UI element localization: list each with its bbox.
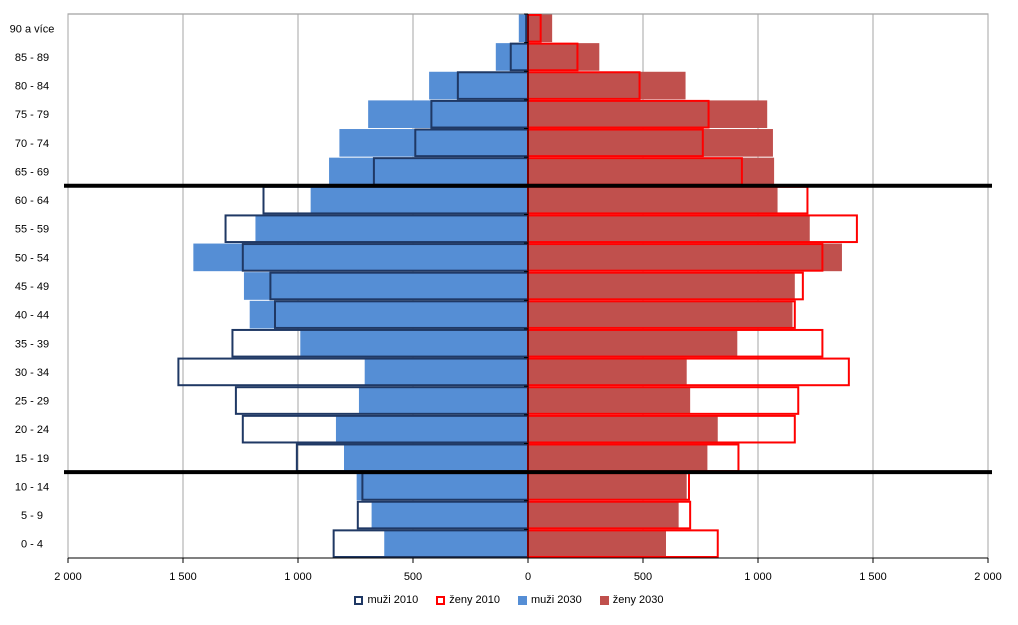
bar-ženy-2030 [528,71,686,100]
bars-2030 [193,14,842,558]
bar-ženy-2030 [528,100,768,129]
legend-swatch-men-2010 [354,595,364,605]
bar-muži-2030 [255,214,528,243]
bar-muži-2030 [339,129,528,157]
bar-muži-2030 [310,186,528,214]
bar-muži-2030 [495,43,528,71]
legend-item-women-2030: ženy 2030 [599,594,664,606]
legend: muži 2010 ženy 2010 muži 2030 ženy 2030 [0,594,1018,606]
bar-muži-2030 [518,14,528,43]
x-tick-label: 1 000 [744,571,772,583]
bar-muži-2030 [193,243,528,272]
y-category-label: 10 - 14 [15,481,49,493]
y-category-label: 5 - 9 [21,510,43,522]
axis-group [67,13,989,563]
bar-muži-2030 [335,415,528,443]
bar-ženy-2030 [528,358,687,386]
bar-muži-2030 [243,272,528,300]
bar-ženy-2030 [528,129,773,157]
bar-ženy-2030 [528,214,810,243]
y-category-label: 35 - 39 [15,338,49,350]
y-category-label: 55 - 59 [15,224,49,236]
legend-swatch-women-2010 [436,595,446,605]
y-category-label: 85 - 89 [15,52,49,64]
bar-muži-2030 [300,329,528,358]
bar-ženy-2030 [528,501,679,529]
legend-swatch-men-2030 [518,595,527,605]
bar-ženy-2030 [528,443,708,472]
y-category-label: 80 - 84 [15,81,49,93]
x-tick-label: 2 000 [54,571,82,583]
y-category-labels: 0 - 4 5 - 9 10 - 14 15 - 19 20 - 24 25 - 29 30… [10,23,55,550]
y-category-label: 20 - 24 [15,424,49,436]
x-tick-label: 1 500 [169,571,197,583]
legend-label-women-2030: ženy 2030 [612,594,664,606]
bar-ženy-2030 [528,300,793,329]
x-tick-label: 0 [525,571,531,583]
bar-ženy-2030 [528,386,691,415]
bar-muži-2030 [358,386,528,415]
x-tick-label: 1 500 [859,571,887,583]
legend-swatch-women-2030 [599,595,609,605]
bar-muži-2030 [364,358,528,386]
y-category-label: 60 - 64 [15,195,49,207]
bar-ženy-2030 [528,272,795,300]
y-category-label: 15 - 19 [15,453,49,465]
bar-muži-2030 [368,100,528,129]
legend-item-men-2010: muži 2010 [354,594,418,606]
bar-ženy-2030 [528,472,687,501]
bar-muži-2030 [344,443,528,472]
bar-muži-2030 [329,157,528,186]
bar-muži-2030 [249,300,528,329]
y-category-label: 65 - 69 [15,166,49,178]
y-category-label: 75 - 79 [15,109,49,121]
legend-item-men-2030: muži 2030 [518,594,582,606]
y-category-label: 90 a více [10,23,55,35]
reference-lines [64,183,992,475]
legend-label-men-2010: muži 2010 [367,594,419,606]
legend-item-women-2010: ženy 2010 [436,594,500,606]
y-category-label: 40 - 44 [15,310,49,322]
bar-ženy-2030 [528,186,778,214]
legend-label-men-2030: muži 2030 [531,594,582,606]
x-tick-label: 500 [404,571,422,583]
x-tick-label: 2 000 [974,571,1002,583]
bar-muži-2030 [384,529,528,558]
bar-ženy-2030 [528,529,666,558]
bar-ženy-2030 [528,329,738,358]
y-category-label: 70 - 74 [15,138,49,150]
x-tick-label: 1 000 [284,571,312,583]
y-category-label: 0 - 4 [21,539,43,551]
bar-ženy-2030 [528,43,600,71]
bar-ženy-2030 [528,157,775,186]
bar-muži-2030 [429,71,528,100]
bar-muži-2030 [356,472,528,501]
y-category-label: 50 - 54 [15,252,49,264]
y-category-label: 45 - 49 [15,281,49,293]
bar-muži-2030 [371,501,528,529]
y-category-label: 25 - 29 [15,396,49,408]
legend-label-women-2010: ženy 2010 [449,594,500,606]
x-tick-label: 500 [634,571,652,583]
x-tick-labels: 2 000 1 500 1 000 500 0 500 1 000 1 500 2 000 [54,571,1002,583]
bar-ženy-2030 [528,243,842,272]
y-category-label: 30 - 34 [15,367,49,379]
bar-ženy-2030 [528,415,718,443]
